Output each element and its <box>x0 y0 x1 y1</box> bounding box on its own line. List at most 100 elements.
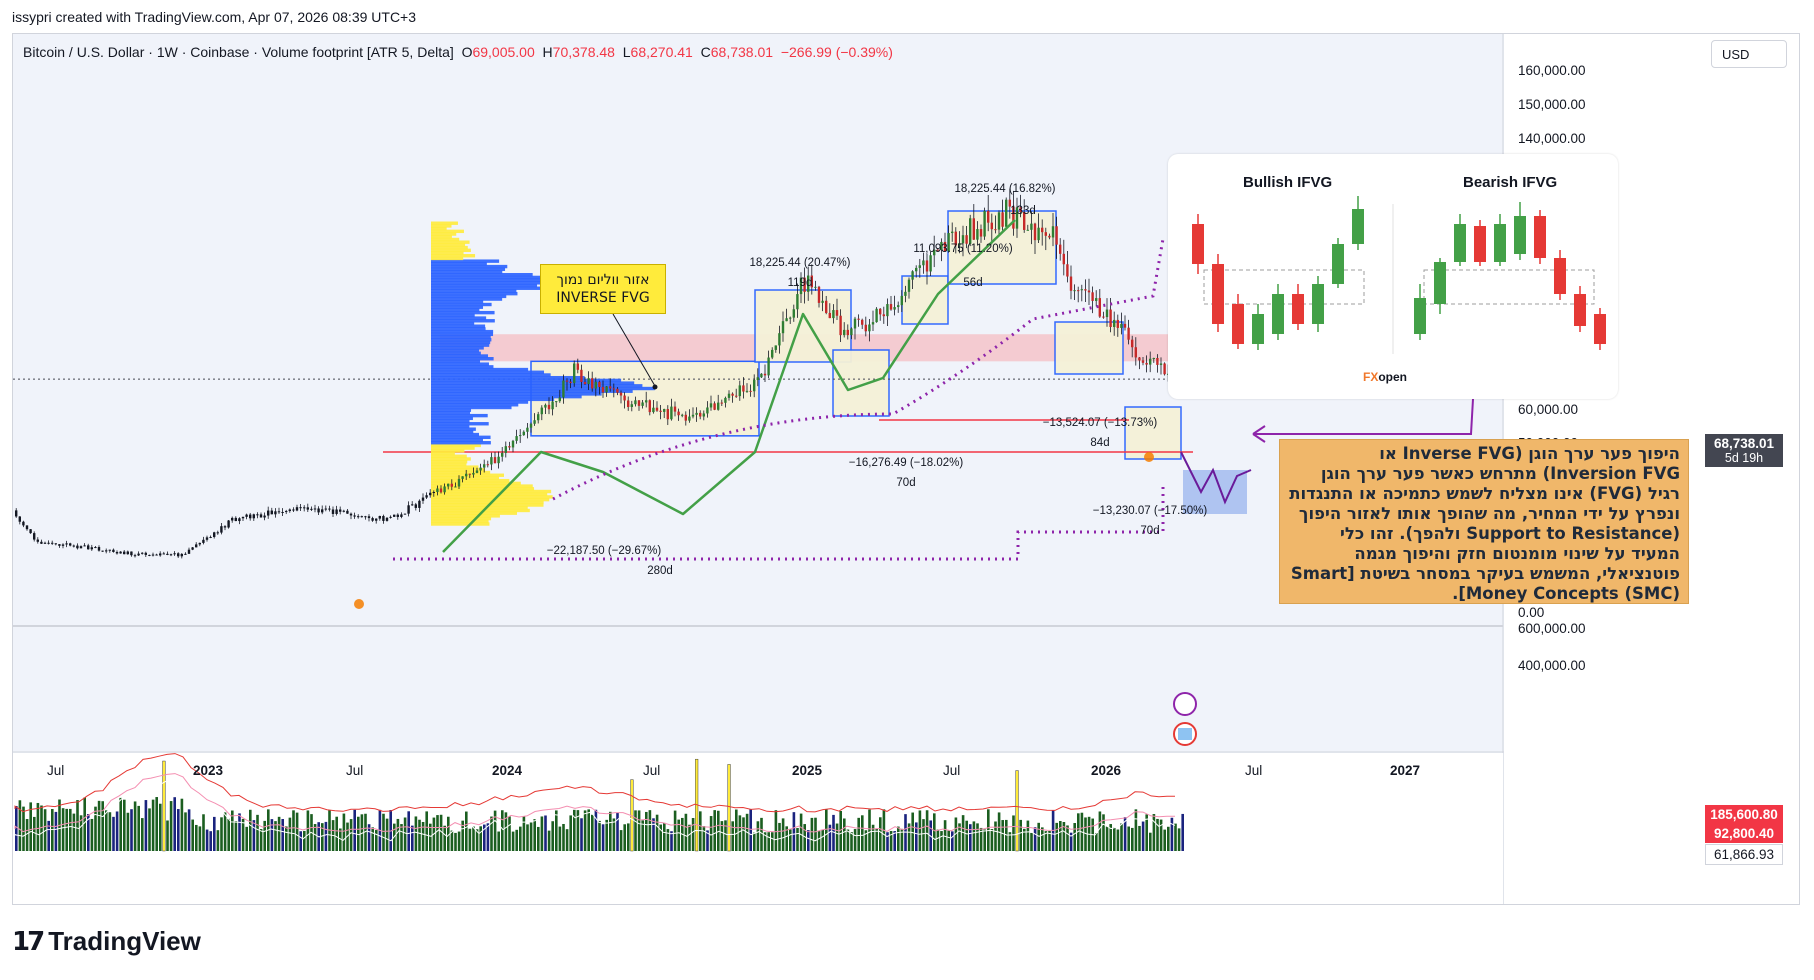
volume-bar <box>454 832 457 851</box>
volume-bar <box>465 811 468 851</box>
candle-body <box>421 497 425 501</box>
measure-change-label: −22,187.50 (−29.67%) <box>547 545 662 557</box>
candle-body <box>281 512 284 514</box>
tradingview-logo[interactable]: 17 TradingView <box>12 926 201 957</box>
candle-body <box>976 229 979 240</box>
candle-body <box>875 308 878 323</box>
candle-body <box>511 440 515 448</box>
volume-bar <box>958 823 961 851</box>
volume-bar <box>324 821 328 851</box>
volume-bar <box>1116 829 1120 851</box>
candle-body <box>594 381 597 389</box>
candle-body <box>663 409 666 412</box>
volume-profile-row <box>431 392 602 396</box>
candle-body <box>1102 316 1105 318</box>
candle-body <box>504 446 507 453</box>
volume-bar <box>1015 770 1019 852</box>
candle-body <box>879 308 882 315</box>
volume-bar <box>1123 817 1127 851</box>
volume-bar <box>731 821 734 851</box>
candle-body <box>605 386 608 393</box>
candle-body <box>483 464 486 468</box>
candle-body <box>1059 244 1062 254</box>
volume-bar <box>868 809 871 851</box>
volume-bar <box>468 828 472 851</box>
candle-body <box>213 532 216 537</box>
volume-bar <box>1131 827 1134 851</box>
volume-bar <box>339 828 342 851</box>
volume-bar <box>252 820 256 851</box>
candle-body <box>1134 347 1137 358</box>
measure-duration-label: 280d <box>647 565 673 577</box>
volume-bar <box>893 831 896 851</box>
candle-body <box>526 427 529 432</box>
illustration-body <box>1494 224 1506 262</box>
volume-bar <box>889 830 893 851</box>
candle-body <box>850 328 853 336</box>
volume-tick-label: 600,000.00 <box>1518 621 1586 636</box>
volume-bar <box>609 811 612 851</box>
measure-change-label: −16,276.49 (−18.02%) <box>849 457 964 469</box>
candle-body <box>457 478 461 487</box>
chart-frame[interactable]: −22,187.50 (−29.67%) 280d 18,225.44 (20.47… <box>12 33 1800 905</box>
candle-body <box>1077 290 1080 292</box>
candle-body <box>709 403 713 408</box>
candle-body <box>547 404 551 410</box>
volume-profile-row <box>431 416 473 421</box>
measure-duration-label: 84d <box>1090 437 1109 449</box>
volume-bar <box>576 810 580 851</box>
volume-profile-row <box>431 394 582 399</box>
volume-bar <box>511 831 515 851</box>
candle-body <box>843 329 846 336</box>
candle-body <box>990 222 993 230</box>
volume-profile-row <box>431 278 551 282</box>
price-tick-label: 160,000.00 <box>1518 63 1586 78</box>
volume-bar <box>936 829 940 851</box>
time-axis[interactable]: Jul 2023 Jul 2024 Jul 2025 Jul 2026 Jul 2027 <box>47 763 1420 778</box>
candle-body <box>328 508 331 510</box>
volume-bar <box>97 800 101 851</box>
volume-profile-row <box>431 470 491 475</box>
volume-profile-row <box>431 324 486 328</box>
candle-body <box>364 516 367 518</box>
volume-bar <box>871 824 875 851</box>
volume-profile-row <box>431 226 447 231</box>
candle-body <box>612 388 615 390</box>
illustration-body <box>1474 226 1486 262</box>
candle-body <box>220 526 223 533</box>
candle-body <box>245 514 248 517</box>
candle-body <box>180 553 183 557</box>
candle-body <box>947 233 950 252</box>
volume-bar <box>1095 832 1098 851</box>
candle-body <box>90 547 93 550</box>
volume-bar <box>375 830 378 851</box>
candle-body <box>1001 212 1004 227</box>
candle-body <box>983 210 986 237</box>
volume-bar <box>123 799 126 851</box>
candle-body <box>475 470 479 473</box>
candle-body <box>83 545 86 547</box>
volume-bar <box>810 817 814 851</box>
attribution: issypri created with TradingView.com, Ap… <box>12 9 417 25</box>
candle-body <box>72 545 75 547</box>
candle-body <box>79 546 83 549</box>
volume-profile-row <box>431 413 488 418</box>
volume-bar <box>65 808 68 851</box>
volume-profile-row <box>431 487 535 491</box>
volume-bar <box>184 812 187 851</box>
volume-profile-row <box>431 516 492 521</box>
volume-profile-row <box>431 511 518 515</box>
volume-bar <box>785 826 788 851</box>
candle-body <box>65 543 68 545</box>
candle-body <box>1156 357 1159 365</box>
volume-bar <box>25 819 29 851</box>
symbol-legend[interactable]: Bitcoin / U.S. Dollar · 1W · Coinbase · … <box>23 44 893 60</box>
candle-body <box>54 543 57 545</box>
volume-profile-row <box>431 375 585 380</box>
currency-button[interactable]: USD <box>1711 40 1787 68</box>
volume-bar <box>295 812 299 851</box>
volume-bar <box>760 817 763 851</box>
volume-bar <box>209 831 212 851</box>
high-value: 70,378.48 <box>552 44 615 60</box>
candle-body <box>864 324 867 332</box>
